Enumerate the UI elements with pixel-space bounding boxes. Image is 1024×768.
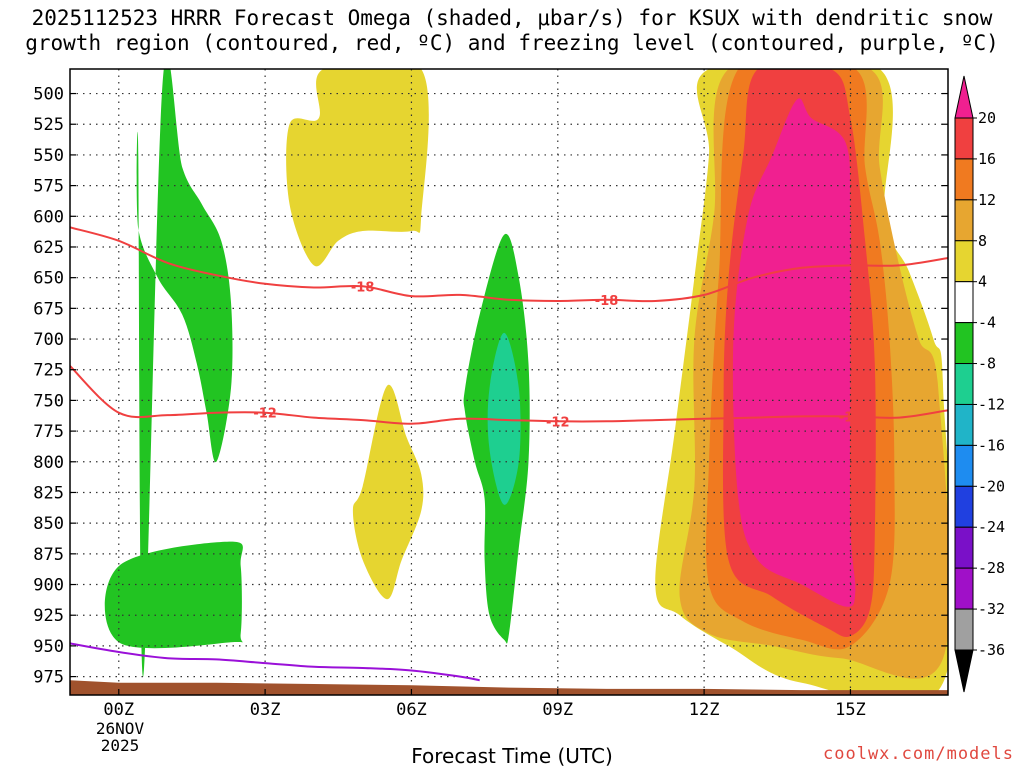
contour-layer: -18 -18 -12 -12 -12 — [70, 226, 948, 682]
dgz-contour-label: -18 — [595, 294, 619, 309]
plot-frame — [69, 68, 949, 696]
y-tick-label: 625 — [33, 238, 64, 258]
y-tick-label: 800 — [33, 453, 64, 473]
colorbar-cell — [954, 485, 974, 528]
y-tick-label: 675 — [33, 299, 64, 319]
y-tick-label: 650 — [33, 269, 64, 289]
y-tick-label: 975 — [33, 668, 64, 688]
colorbar: 20 16 12 8 4 -4 -8 -12 -16 -20 -24 -28 -32 -36 — [954, 75, 1005, 693]
credit-text: coolwx.com/models — [823, 744, 1014, 764]
dgz-contour-label: -12 — [546, 415, 570, 430]
y-tick-label: 875 — [33, 545, 64, 565]
colorbar-cell — [954, 281, 974, 324]
y-tick-label: 775 — [33, 422, 64, 442]
y-tick-label: 925 — [33, 606, 64, 626]
dgz-contour-label: -12 — [253, 407, 277, 422]
dgz-contour-line — [70, 365, 948, 425]
colorbar-cell — [954, 240, 974, 283]
omega-region-0 — [136, 69, 233, 677]
colorbar-cell — [954, 444, 974, 487]
chart-title-line2: growth region (contoured, red, ºC) and f… — [25, 31, 999, 55]
x-axis-label: Forecast Time (UTC) — [411, 744, 613, 768]
colorbar-cell — [954, 608, 974, 651]
x-tick-label: 06Z — [396, 700, 427, 720]
colorbar-cell — [954, 117, 974, 160]
dgz-contour-label: -18 — [351, 280, 375, 295]
colorbar-cell — [954, 199, 974, 242]
colorbar-label: -36 — [978, 641, 1005, 659]
colorbar-label: -12 — [978, 395, 1005, 413]
chart-title: 2025112523 HRRR Forecast Omega (shaded, … — [0, 6, 1024, 56]
colorbar-label: 20 — [978, 109, 996, 127]
omega-shading-layer — [104, 69, 948, 695]
colorbar-label: 8 — [978, 232, 987, 250]
y-tick-label: 850 — [33, 514, 64, 534]
y-axis: 500 525 550 575 600 625 650 675 700 725 750 775 800 8… — [33, 85, 948, 688]
y-tick-label: 950 — [33, 637, 64, 657]
x-tick-label: 09Z — [542, 700, 573, 720]
grid-layer — [70, 69, 948, 695]
colorbar-cell — [954, 158, 974, 201]
colorbar-label: 4 — [978, 273, 987, 291]
colorbar-cell — [954, 567, 974, 610]
colorbar-label: -20 — [978, 477, 1005, 495]
colorbar-label: -24 — [978, 518, 1005, 536]
omega-region-2 — [286, 69, 429, 267]
y-tick-label: 900 — [33, 576, 64, 596]
freezing-level-line — [70, 642, 480, 682]
y-tick-label: 700 — [33, 330, 64, 350]
dgz-contour-line — [70, 226, 948, 303]
y-tick-label: 600 — [33, 207, 64, 227]
y-tick-label: 750 — [33, 391, 64, 411]
x-axis: 00Z 03Z 06Z 09Z 12Z 15Z — [103, 689, 866, 720]
colorbar-label: -16 — [978, 436, 1005, 454]
omega-region-3 — [352, 384, 424, 600]
colorbar-cell — [954, 363, 974, 405]
colorbar-cell — [954, 75, 974, 119]
chart-title-line1: 2025112523 HRRR Forecast Omega (shaded, … — [31, 6, 993, 30]
colorbar-label: -32 — [978, 600, 1005, 618]
colorbar-cell — [954, 322, 974, 365]
x-tick-label: 00Z — [103, 700, 134, 720]
colorbar-cell — [954, 649, 974, 693]
omega-region-10 — [732, 98, 856, 607]
omega-region-1 — [104, 541, 243, 649]
y-tick-label: 825 — [33, 483, 64, 503]
colorbar-label: 16 — [978, 150, 996, 168]
x-tick-label: 15Z — [835, 700, 866, 720]
dgz-contour-label: -12 — [839, 410, 863, 425]
colorbar-label: -4 — [978, 314, 996, 332]
colorbar-label: -28 — [978, 559, 1005, 577]
date-label-day: 26NOV — [95, 719, 145, 738]
date-label-year: 2025 — [100, 736, 140, 755]
x-tick-label: 03Z — [250, 700, 281, 720]
colorbar-label: 12 — [978, 191, 996, 209]
colorbar-cell — [954, 403, 974, 446]
y-tick-label: 550 — [33, 146, 64, 166]
x-tick-label: 12Z — [689, 700, 720, 720]
colorbar-cell — [954, 526, 974, 569]
terrain-layer — [70, 680, 948, 695]
y-tick-label: 500 — [33, 85, 64, 105]
y-tick-label: 575 — [33, 177, 64, 197]
colorbar-label: -8 — [978, 355, 996, 373]
y-tick-label: 525 — [33, 115, 64, 135]
date-label: 26NOV 2025 — [70, 720, 170, 754]
y-tick-label: 725 — [33, 361, 64, 381]
terrain-fill — [70, 680, 948, 695]
